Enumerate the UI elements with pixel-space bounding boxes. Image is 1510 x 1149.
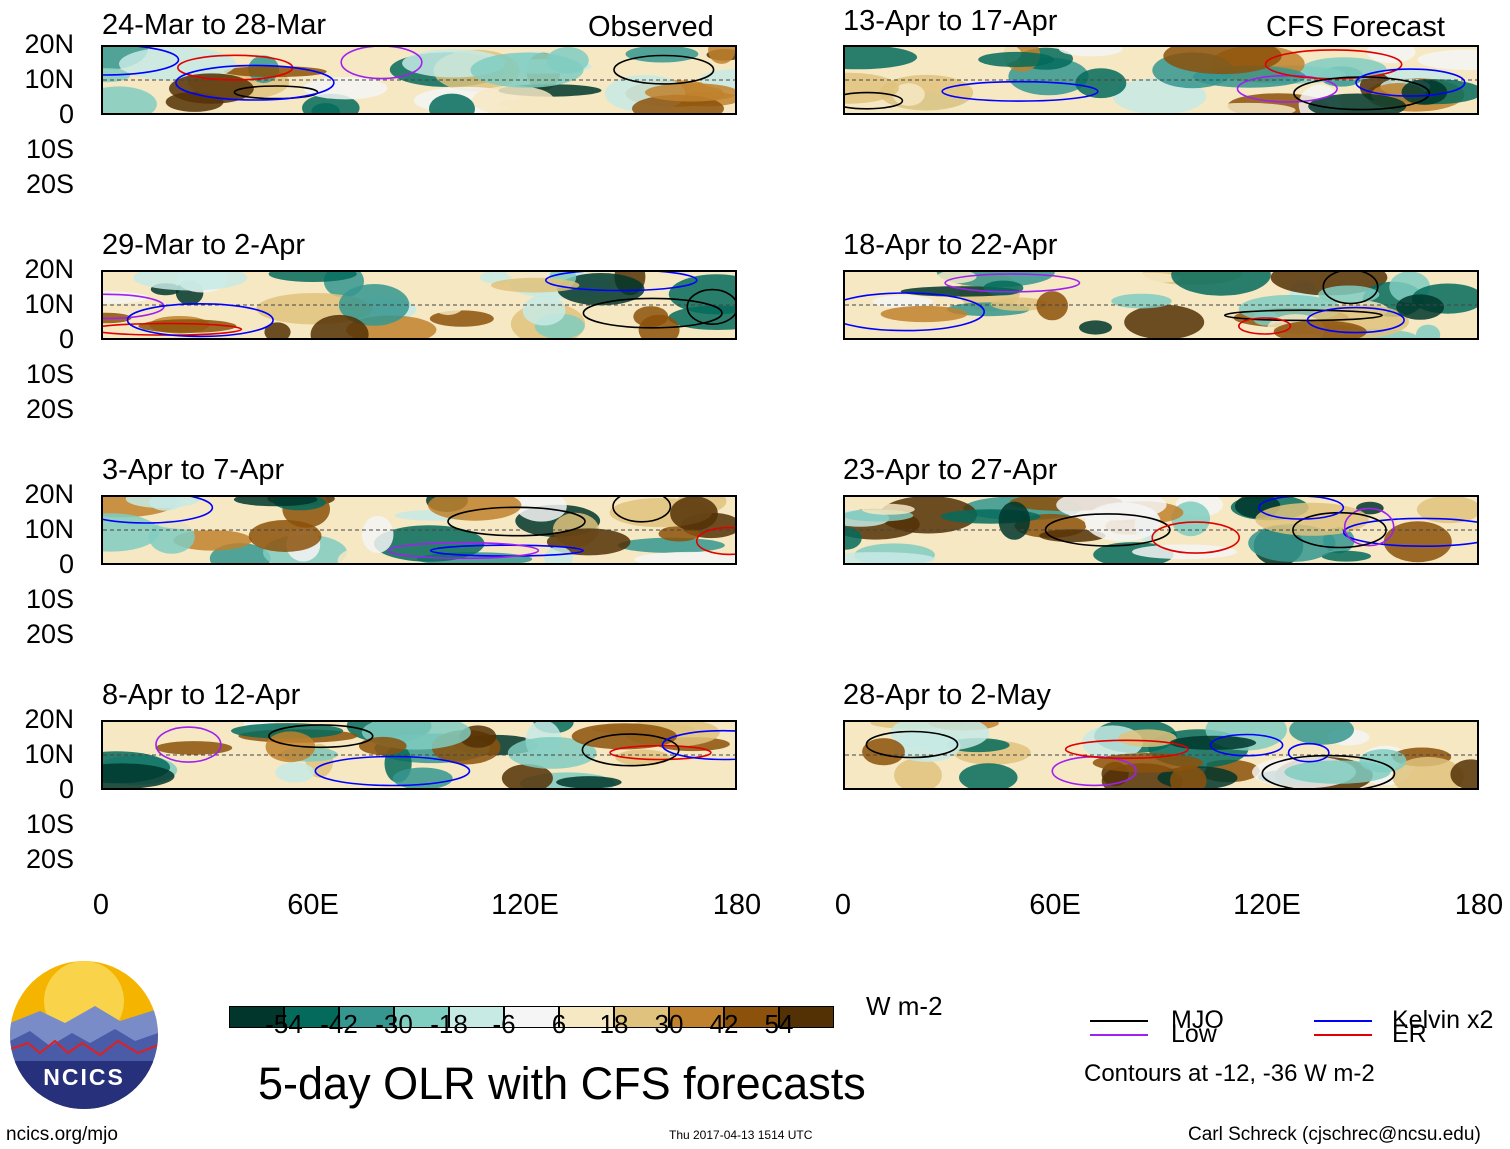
panel-title-5: 13-Apr to 17-Apr — [843, 5, 1058, 37]
y-tick-label: 10S — [25, 359, 74, 389]
panel-title-8: 28-Apr to 2-May — [843, 679, 1051, 711]
y-tick-label: 10S — [25, 809, 74, 839]
y-tick-label: 20N — [24, 29, 74, 59]
y-tick-label: 20S — [25, 394, 74, 424]
legend-mjo-label: MJO — [1171, 1006, 1224, 1034]
forecast-label: CFS Forecast — [1266, 11, 1445, 43]
footer-url[interactable]: ncics.org/mjo — [6, 1124, 118, 1145]
legend-er-label: ER — [1392, 1020, 1427, 1048]
main-title: 5-day OLR with CFS forecasts — [258, 1058, 866, 1109]
map-panel-1 — [101, 45, 737, 115]
colorbar-tick-label: -18 — [430, 1009, 468, 1039]
map-panel-5 — [843, 45, 1479, 115]
panel-title-4: 8-Apr to 12-Apr — [102, 679, 301, 711]
colorbar-tick-label: 54 — [764, 1009, 794, 1039]
y-tick-label: 10N — [24, 514, 74, 544]
y-tick-label: 0 — [58, 774, 74, 804]
colorbar-tick-label: 42 — [709, 1009, 739, 1039]
x-tick-right-120: 120E — [1233, 889, 1301, 921]
x-tick-right-0: 0 — [834, 889, 852, 921]
colorbar-swatch — [724, 1006, 779, 1028]
x-tick-left-0: 0 — [92, 889, 110, 921]
colorbar-tick-label: 6 — [551, 1009, 567, 1039]
legend-low-line — [1090, 1034, 1148, 1036]
y-tick-label: 20S — [25, 169, 74, 199]
map-panel-4 — [101, 720, 737, 790]
colorbar-tick-label: 18 — [599, 1009, 629, 1039]
x-tick-left-120: 120E — [491, 889, 559, 921]
colorbar-swatch — [779, 1006, 834, 1028]
y-tick-label: 20S — [25, 844, 74, 874]
y-tick-label: 0 — [58, 549, 74, 579]
map-panel-3 — [101, 495, 737, 565]
y-tick-label: 20S — [25, 619, 74, 649]
legend-low-label: Low — [1171, 1020, 1217, 1048]
y-tick-label: 0 — [58, 99, 74, 129]
colorbar-swatch — [559, 1006, 614, 1028]
y-tick-label: 20N — [24, 479, 74, 509]
colorbar-tick-label: -6 — [492, 1009, 516, 1039]
colorbar-swatch — [504, 1006, 559, 1028]
map-panel-6 — [843, 270, 1479, 340]
contour-note: Contours at -12, -36 W m-2 — [1084, 1060, 1375, 1087]
colorbar-swatch — [669, 1006, 724, 1028]
colorbar-swatch — [339, 1006, 394, 1028]
y-tick-label: 10S — [25, 134, 74, 164]
legend-mjo-line — [1090, 1020, 1148, 1022]
y-tick-label: 20N — [24, 254, 74, 284]
footer-credit: Carl Schreck (cjschrec@ncsu.edu) — [1188, 1124, 1481, 1145]
colorbar-swatch — [394, 1006, 449, 1028]
map-panel-2 — [101, 270, 737, 340]
colorbar-swatch — [284, 1006, 339, 1028]
observed-label: Observed — [588, 11, 714, 43]
panel-title-3: 3-Apr to 7-Apr — [102, 454, 285, 486]
map-panel-8 — [843, 720, 1479, 790]
colorbar-tick-label: -30 — [375, 1009, 413, 1039]
ncics-logo: NCICS — [10, 961, 158, 1109]
legend-er-line — [1314, 1034, 1372, 1036]
x-tick-right-180: 180 — [1454, 889, 1504, 921]
x-tick-left-60: 60E — [287, 889, 339, 921]
map-panel-7 — [843, 495, 1479, 565]
y-tick-label: 10N — [24, 739, 74, 769]
colorbar-tick-label: 30 — [654, 1009, 684, 1039]
colorbar-swatch — [449, 1006, 504, 1028]
y-tick-label: 10S — [25, 584, 74, 614]
footer-timestamp: Thu 2017-04-13 1514 UTC — [669, 1128, 813, 1142]
colorbar-units: W m-2 — [866, 991, 943, 1021]
y-tick-label: 0 — [58, 324, 74, 354]
y-tick-label: 20N — [24, 704, 74, 734]
panel-title-7: 23-Apr to 27-Apr — [843, 454, 1058, 486]
x-tick-left-180: 180 — [712, 889, 762, 921]
logo-text: NCICS — [43, 1064, 125, 1090]
legend-kelvin-line — [1314, 1020, 1372, 1022]
panel-title-1: 24-Mar to 28-Mar — [102, 9, 327, 41]
y-tick-label: 10N — [24, 289, 74, 319]
y-tick-label: 10N — [24, 64, 74, 94]
colorbar-swatch — [229, 1006, 284, 1028]
panel-title-6: 18-Apr to 22-Apr — [843, 229, 1058, 261]
x-tick-right-60: 60E — [1029, 889, 1081, 921]
legend-kelvin-label: Kelvin x2 — [1392, 1006, 1494, 1034]
colorbar-swatch — [614, 1006, 669, 1028]
panel-title-2: 29-Mar to 2-Apr — [102, 229, 306, 261]
colorbar-tick-label: -42 — [320, 1009, 358, 1039]
colorbar-tick-label: -54 — [265, 1009, 303, 1039]
